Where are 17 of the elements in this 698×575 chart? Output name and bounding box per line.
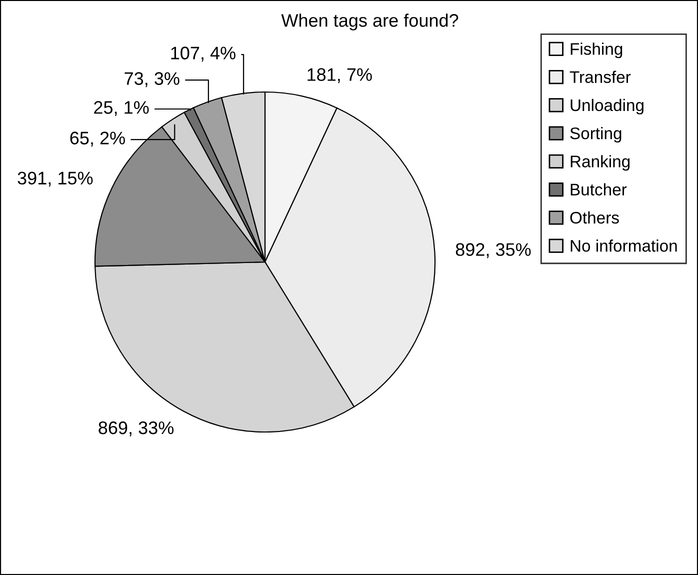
legend-label: Unloading [570,98,644,114]
data-label: 869, 33% [98,421,174,436]
legend-label: Butcher [570,183,627,196]
data-label: 107, 4% [171,46,236,62]
data-label: 892, 35% [456,243,531,258]
legend-label: Ranking [570,155,630,171]
data-label: 391, 15% [18,172,93,187]
legend-label: Sorting [570,127,622,143]
legend-label: Others [570,211,619,224]
chart-title: When tags are found? [281,14,458,30]
legend-label: No information [570,240,677,252]
legend-label: Transfer [570,70,631,83]
data-label: 73, 3% [124,72,180,88]
data-label: 181, 7% [308,68,372,84]
legend-label: Fishing [570,42,622,58]
data-label: 25, 1% [94,101,149,116]
data-label: 65, 2% [70,132,125,147]
